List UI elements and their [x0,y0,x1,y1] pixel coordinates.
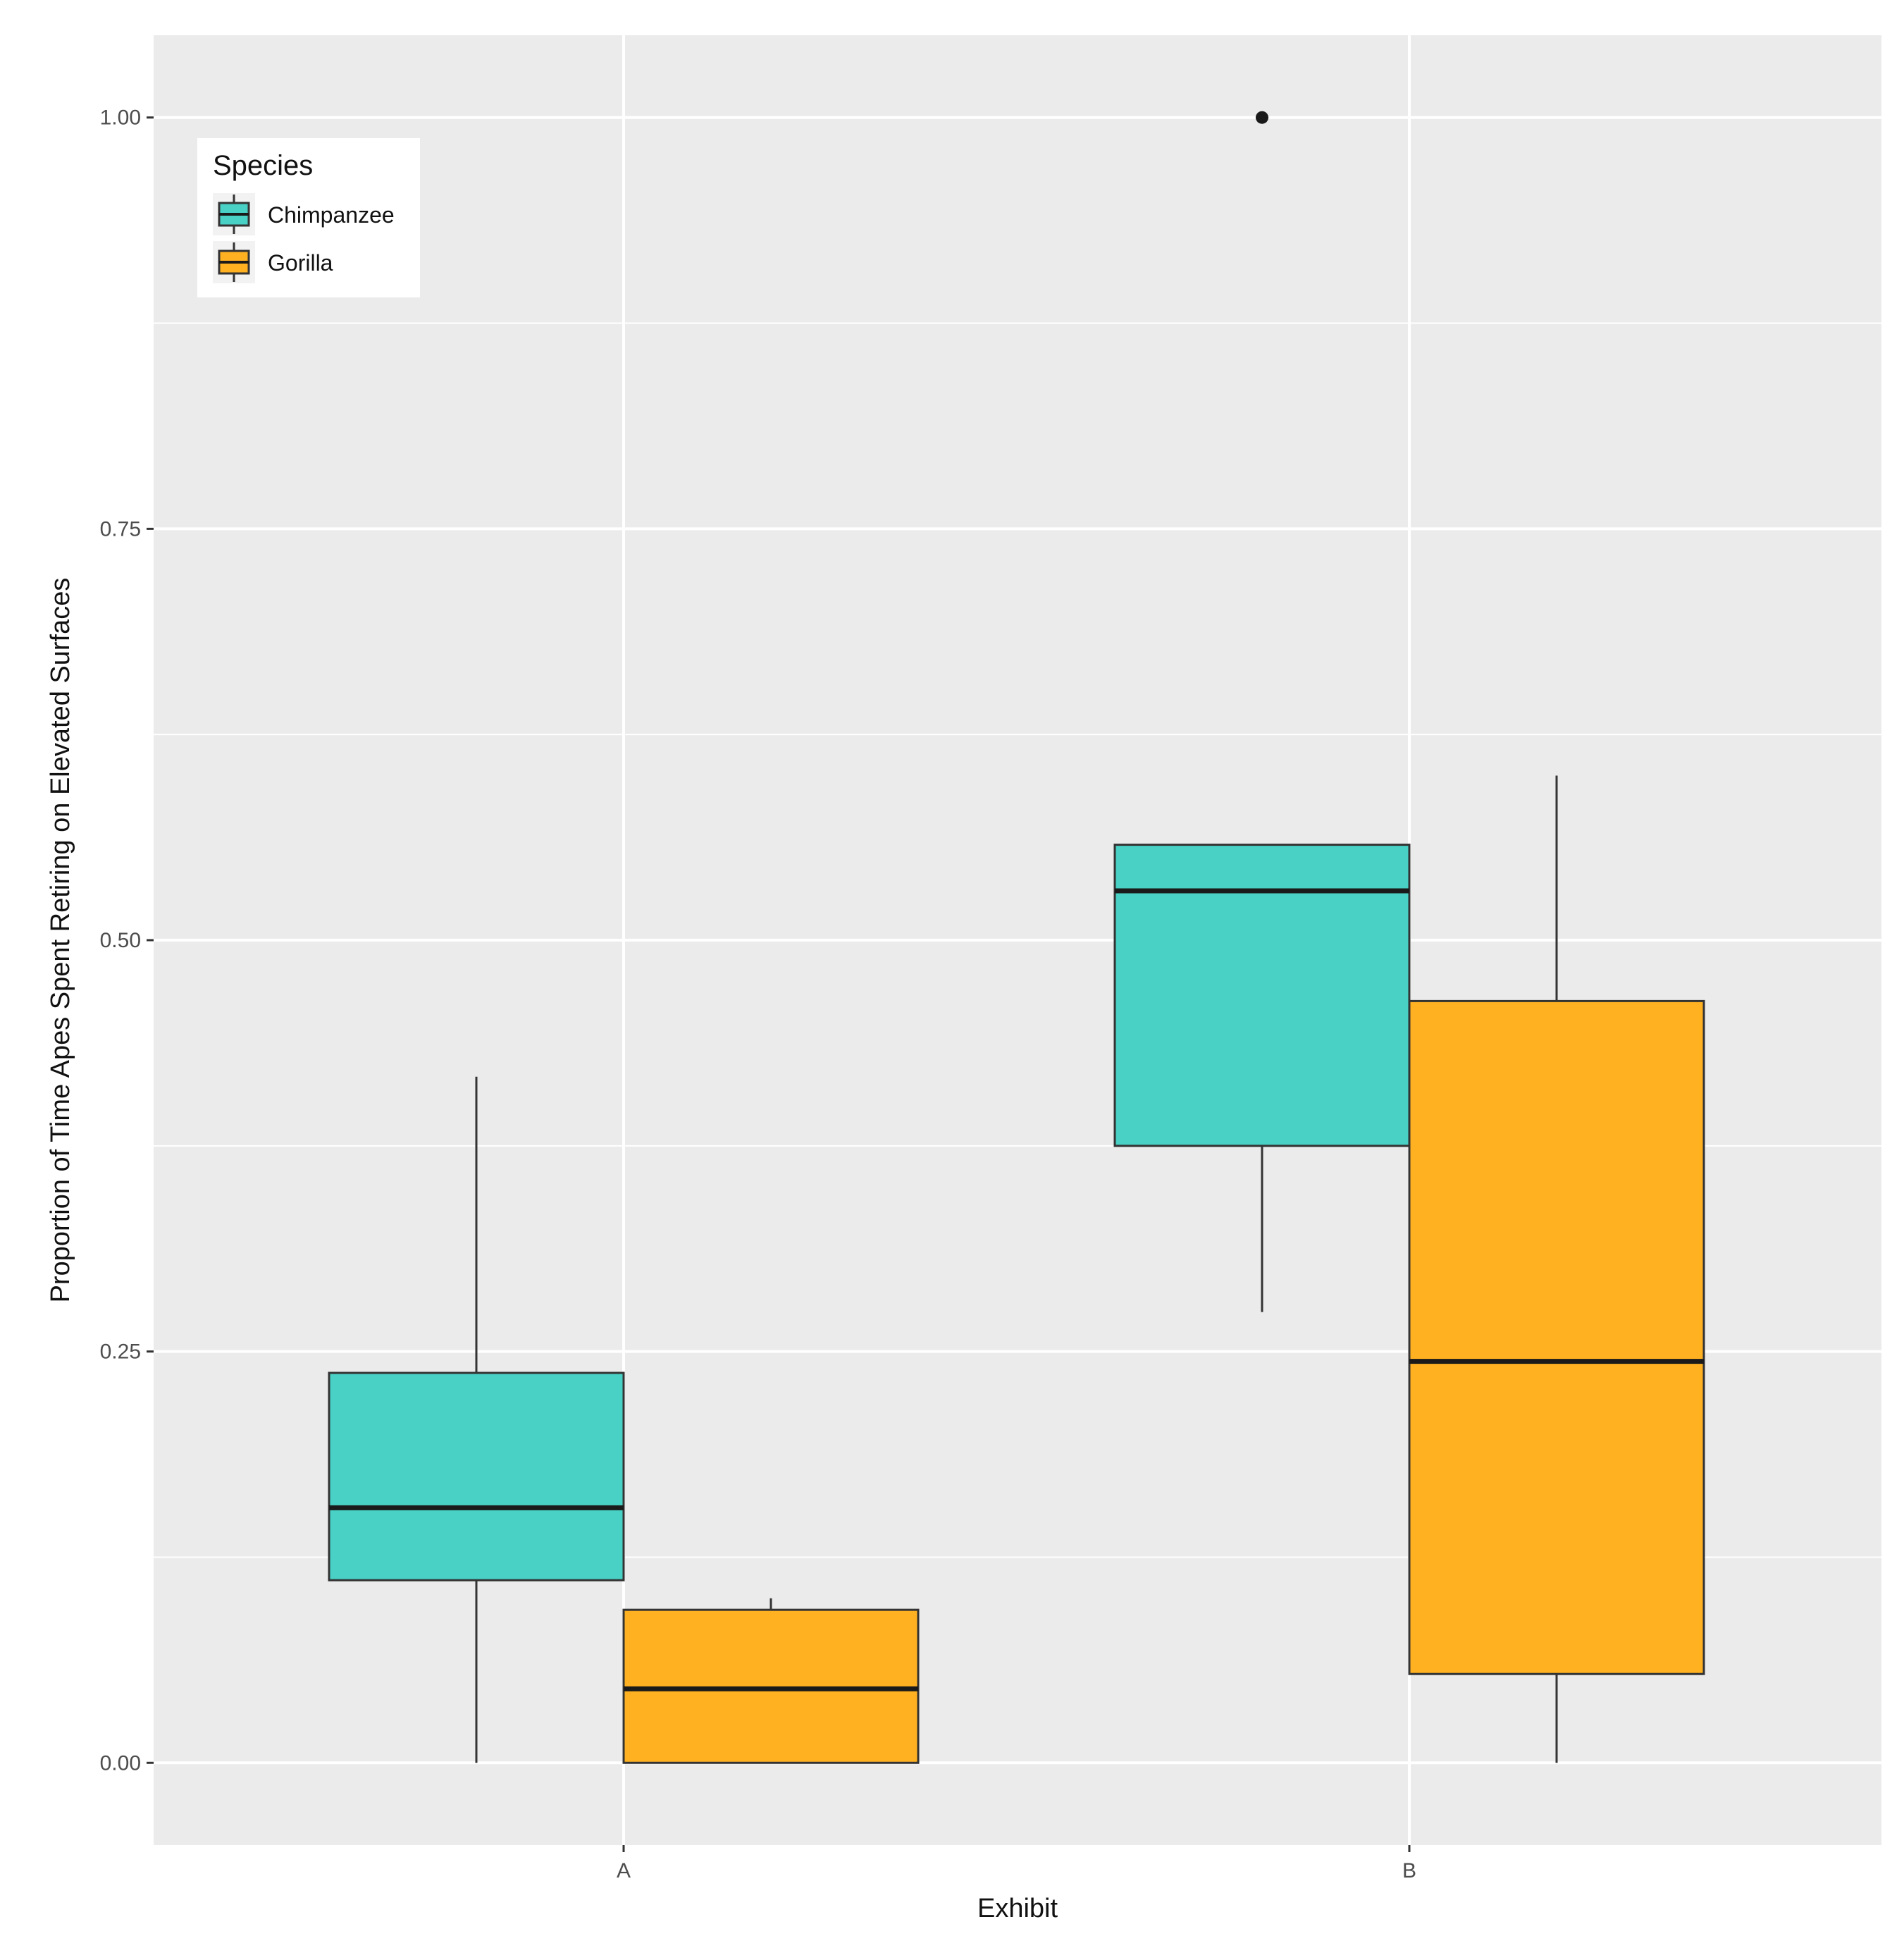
y-tick-label: 0.00 [100,1751,141,1775]
box-iqr [328,1371,625,1582]
box-iqr [1408,999,1705,1675]
x-axis-title: Exhibit [977,1894,1058,1923]
y-tick-label: 0.25 [100,1340,141,1364]
legend-title: Species [213,150,313,181]
box-iqr [1113,844,1411,1147]
legend-key-gorilla [213,241,255,283]
box-gorilla-A [622,1598,920,1764]
box-gorilla-B [1408,775,1705,1763]
legend-label-gorilla: Gorilla [268,250,333,276]
y-axis: 0.00 0.25 0.50 0.75 1.00 [100,106,154,1775]
box-chimpanzee-B [1113,111,1411,1312]
box-iqr [622,1608,920,1764]
legend-key-chimpanzee [213,193,255,235]
y-axis-title: Proportion of Time Apes Spent Retiring o… [46,578,75,1303]
box-layer [328,111,1705,1764]
x-tick-label: B [1402,1859,1416,1882]
outlier-point [1256,111,1268,124]
y-tick-label: 0.75 [100,517,141,541]
box-chimpanzee-A [328,1076,625,1763]
x-tick-label: A [617,1859,631,1882]
y-tick-label: 1.00 [100,106,141,130]
y-tick-label: 0.50 [100,929,141,952]
legend: Species Chimpanzee Gorilla [197,138,420,297]
legend-label-chimpanzee: Chimpanzee [268,202,395,228]
